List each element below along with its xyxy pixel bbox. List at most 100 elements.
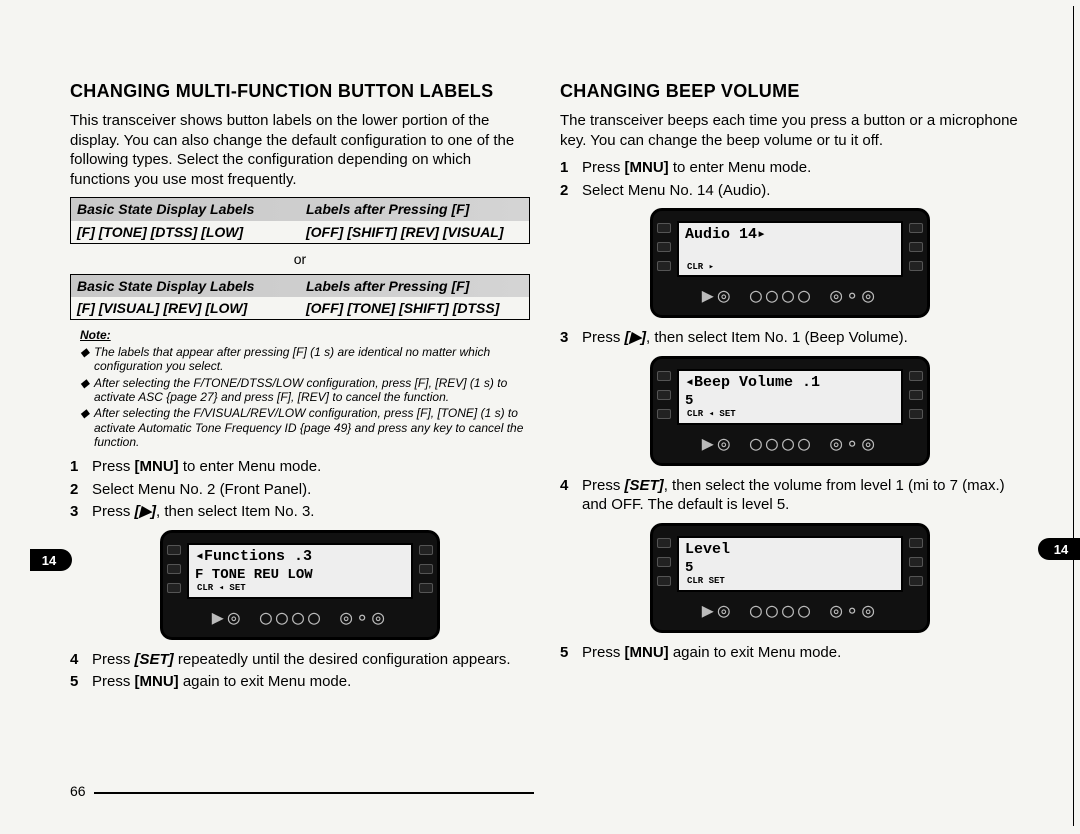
right-column: CHANGING BEEP VOLUME The transceiver bee… [560,80,1020,800]
step-num: 4 [560,476,582,515]
right-heading: CHANGING BEEP VOLUME [560,80,1020,103]
side-button [909,409,923,419]
lcd-screen: Audio 14▸ CLR ▸ [677,221,903,277]
side-button [909,261,923,271]
side-button [909,390,923,400]
page-tab-left-text: 14 [42,553,56,568]
step-text: Press [MNU] to enter Menu mode. [582,158,1020,178]
table1-h2: Labels after Pressing [F] [300,198,529,220]
note-1-text: The labels that appear after pressing [F… [94,345,530,374]
lcd-line2: 5 [685,392,895,410]
step-num: 1 [70,457,92,477]
lcd-line1: ◂Functions .3 [195,547,405,567]
lcd-line2: 5 [685,559,895,577]
table1-h1: Basic State Display Labels [71,198,300,220]
lcd-bottom: CLR SET [687,576,725,588]
note-2: ◆ After selecting the F/TONE/DTSS/LOW co… [80,376,530,405]
table1-r2: [OFF] [SHIFT] [REV] [VISUAL] [300,221,529,243]
note-1: ◆ The labels that appear after pressing … [80,345,530,374]
lcd-line1: Level [685,540,895,560]
page-number: 66 [70,782,86,800]
table2-h1: Basic State Display Labels [71,275,300,297]
step-text: Press [MNU] to enter Menu mode. [92,457,530,477]
side-button [909,576,923,586]
step-num: 5 [560,643,582,663]
note-2-text: After selecting the F/TONE/DTSS/LOW conf… [94,376,530,405]
left-steps-2: 4Press [SET] repeatedly until the desire… [70,650,530,692]
table2-h2: Labels after Pressing [F] [300,275,529,297]
lcd-knobs: ▶◎ ○○○○ ◎∘◎ [659,279,921,311]
step-text: Select Menu No. 2 (Front Panel). [92,480,530,500]
side-button [909,223,923,233]
right-margin-rule [1073,6,1074,826]
lcd-functions: ◂Functions .3 F TONE REU LOW CLR ◂ SET ▶… [160,530,440,640]
left-intro: This transceiver shows button labels on … [70,111,530,189]
lcd-line1: Audio 14▸ [685,225,895,245]
side-button [419,545,433,555]
side-button [419,583,433,593]
lcd-screen: ◂Beep Volume .1 5 CLR ◂ SET [677,369,903,425]
side-button [657,223,671,233]
right-step-4: 4Press [SET], then select the volume fro… [560,476,1020,515]
bullet-icon: ◆ [80,345,94,374]
lcd-audio: Audio 14▸ CLR ▸ ▶◎ ○○○○ ◎∘◎ [650,208,930,318]
page-tab-left: 14 [30,549,72,571]
table2-r2: [OFF] [TONE] [SHIFT] [DTSS] [300,297,529,319]
left-column: CHANGING MULTI-FUNCTION BUTTON LABELS Th… [70,80,530,800]
note-title: Note: [80,328,530,342]
lcd-screen: Level 5 CLR SET [677,536,903,592]
side-button [419,564,433,574]
side-button [657,390,671,400]
side-button [909,371,923,381]
step-num: 5 [70,672,92,692]
page-tab-right-text: 14 [1054,542,1068,557]
lcd-beep: ◂Beep Volume .1 5 CLR ◂ SET ▶◎ ○○○○ ◎∘◎ [650,356,930,466]
page-tab-right: 14 [1038,538,1080,560]
step-text: Press [▶], then select Item No. 3. [92,502,530,522]
step-num: 3 [70,502,92,522]
or-separator: or [70,250,530,268]
step-num: 2 [70,480,92,500]
right-step-3: 3Press [▶], then select Item No. 1 (Beep… [560,328,1020,348]
right-steps-a: 1Press [MNU] to enter Menu mode. 2Select… [560,158,1020,200]
side-button [657,576,671,586]
step-text: Press [SET], then select the volume from… [582,476,1020,515]
side-button [909,538,923,548]
side-button [167,583,181,593]
config-table-1: Basic State Display Labels Labels after … [70,197,530,243]
lcd-bottom: CLR ◂ SET [687,409,736,421]
config-table-2: Basic State Display Labels Labels after … [70,274,530,320]
manual-page: CHANGING MULTI-FUNCTION BUTTON LABELS Th… [70,80,1030,800]
side-button [167,564,181,574]
side-button [909,242,923,252]
note-3-text: After selecting the F/VISUAL/REV/LOW con… [94,406,530,449]
note-3: ◆ After selecting the F/VISUAL/REV/LOW c… [80,406,530,449]
step-num: 1 [560,158,582,178]
step-text: Press [MNU] again to exit Menu mode. [92,672,530,692]
step-text: Press [MNU] again to exit Menu mode. [582,643,1020,663]
step-num: 2 [560,181,582,201]
lcd-knobs: ▶◎ ○○○○ ◎∘◎ [659,594,921,626]
page-rule [94,792,534,794]
lcd-line2: F TONE REU LOW [195,566,405,584]
step-num: 3 [560,328,582,348]
side-button [657,242,671,252]
table2-r1: [F] [VISUAL] [REV] [LOW] [71,297,300,319]
step-text: Select Menu No. 14 (Audio). [582,181,1020,201]
side-button [167,545,181,555]
table1-r1: [F] [TONE] [DTSS] [LOW] [71,221,300,243]
lcd-line1: ◂Beep Volume .1 [685,373,895,393]
lcd-knobs: ▶◎ ○○○○ ◎∘◎ [169,601,431,633]
side-button [909,557,923,567]
step-text: Press [SET] repeatedly until the desired… [92,650,530,670]
left-heading: CHANGING MULTI-FUNCTION BUTTON LABELS [70,80,530,103]
right-intro: The transceiver beeps each time you pres… [560,111,1020,150]
side-button [657,538,671,548]
bullet-icon: ◆ [80,406,94,449]
right-step-5: 5Press [MNU] again to exit Menu mode. [560,643,1020,663]
step-text: Press [▶], then select Item No. 1 (Beep … [582,328,1020,348]
lcd-bottom: CLR ◂ SET [197,583,246,595]
lcd-knobs: ▶◎ ○○○○ ◎∘◎ [659,427,921,459]
side-button [657,371,671,381]
step-num: 4 [70,650,92,670]
